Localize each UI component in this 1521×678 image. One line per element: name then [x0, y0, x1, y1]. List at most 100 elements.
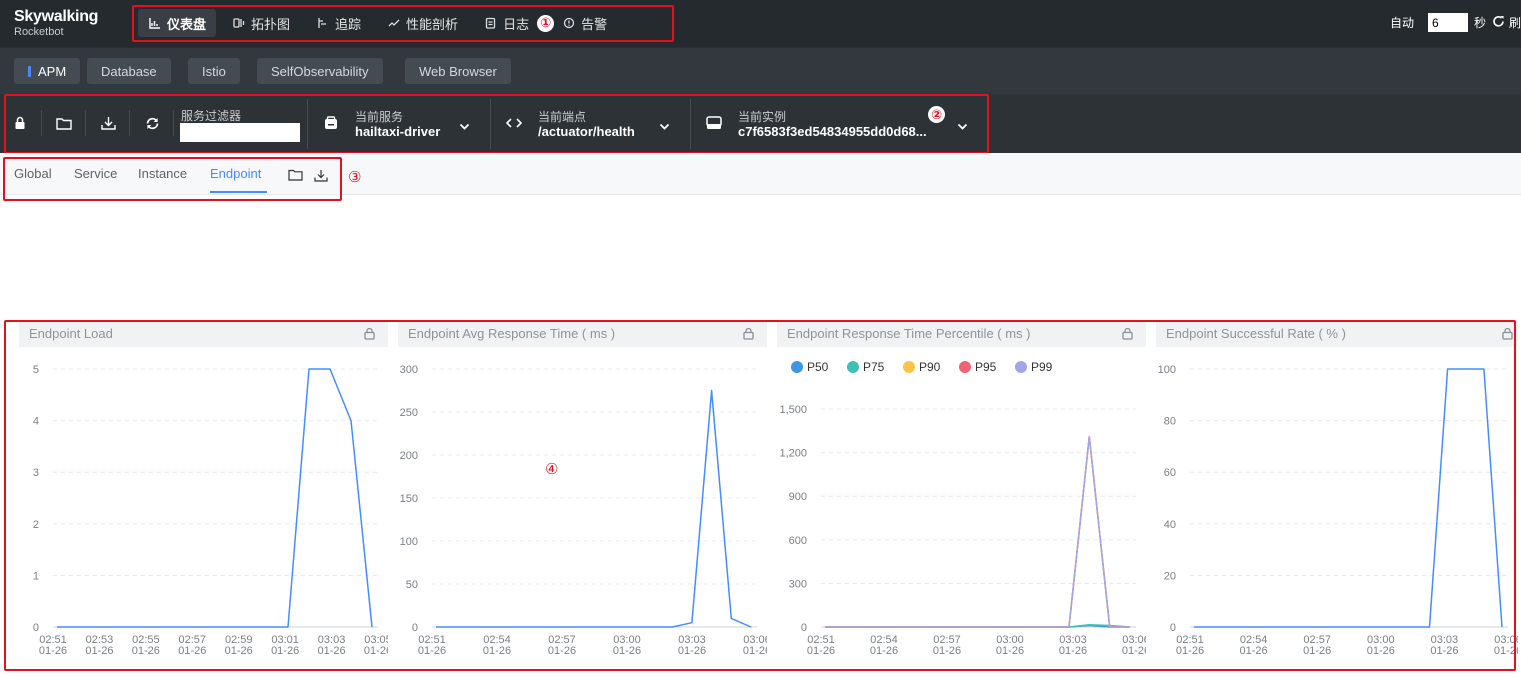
x-tick-sublabel: 01-26: [318, 645, 346, 657]
endpoint-selector[interactable]: 当前端点 /actuator/health: [500, 94, 690, 153]
nav-trace[interactable]: 追踪: [306, 9, 371, 37]
refresh-label[interactable]: 刷: [1508, 16, 1521, 30]
x-tick-sublabel: 01-26: [225, 645, 253, 657]
tab-instance[interactable]: Instance: [138, 166, 188, 181]
instance-selector[interactable]: 当前实例 c7f6583f3ed54834955dd0d68...: [700, 94, 980, 153]
chart-header: Endpoint Load: [19, 321, 388, 347]
chart-card-endpoint-load: Endpoint Load 0 1 2 3 4 5 02:51 01-26 02:53 01-26…: [19, 321, 388, 666]
layer-tab-selfobservability[interactable]: SelfObservability: [257, 58, 383, 84]
chart-title: Endpoint Load: [29, 326, 113, 341]
download-icon[interactable]: [99, 114, 117, 132]
annotation-marker-1: ①: [537, 14, 555, 32]
x-tick-label: 02:54: [1240, 634, 1268, 646]
x-tick-label: 03:05: [364, 634, 388, 646]
brand-sub: Rocketbot: [14, 26, 64, 38]
tab-service[interactable]: Service: [74, 166, 118, 181]
main-nav: 仪表盘 拓扑图 追踪 性能剖析 日志 ① 告警: [138, 9, 623, 37]
series-line: [1194, 368, 1503, 628]
interval-input[interactable]: [1427, 13, 1468, 32]
y-tick-label: 2: [33, 519, 39, 531]
y-tick-label: 0: [801, 622, 807, 634]
series-line: [436, 389, 752, 628]
chart-svg: 05010015020025030002:5101-2602:5401-2602…: [400, 364, 767, 657]
service-filter-label: 服务过滤器: [181, 109, 242, 123]
x-tick-label: 03:03: [1431, 634, 1459, 646]
legend-label: P99: [1031, 360, 1053, 374]
nav-alarm[interactable]: 告警: [556, 9, 617, 37]
lock-icon[interactable]: [743, 327, 755, 341]
chart-title: Endpoint Avg Response Time ( ms ): [408, 326, 616, 341]
layer-tab-web-browser[interactable]: Web Browser: [405, 58, 511, 84]
y-tick-label: 60: [1164, 467, 1176, 479]
nav-log-label: 日志: [503, 16, 530, 32]
nav-topology[interactable]: 拓扑图: [222, 9, 300, 37]
chart-svg: 02040608010002:5101-2602:5401-2602:5701-…: [1158, 364, 1518, 657]
y-tick-label: 1,200: [779, 448, 807, 460]
layer-tab-label: Istio: [202, 63, 226, 79]
y-tick-label: 0: [33, 622, 39, 634]
layer-tab-database[interactable]: Database: [87, 58, 171, 84]
code-icon: [506, 115, 522, 131]
annotation-marker-2: ②: [928, 106, 945, 123]
tab-global[interactable]: Global: [14, 166, 52, 181]
active-marker: [28, 65, 31, 77]
folder-icon[interactable]: [55, 114, 73, 132]
x-tick-sublabel: 01-26: [1430, 645, 1458, 657]
lock-icon[interactable]: [11, 114, 29, 132]
y-tick-label: 1,500: [779, 404, 807, 416]
chevron-down-icon: [459, 118, 470, 136]
layer-tab-apm[interactable]: APM: [14, 58, 81, 84]
brand-name: Skywalking: [14, 8, 99, 25]
x-tick-label: 02:57: [179, 634, 207, 646]
service-selector-label: 当前服务: [355, 110, 404, 124]
y-tick-label: 3: [33, 467, 39, 479]
legend-marker: [1015, 361, 1027, 373]
service-filter-input[interactable]: [180, 123, 300, 142]
x-tick-label: 02:57: [548, 634, 576, 646]
chart-header: Endpoint Avg Response Time ( ms ): [398, 321, 767, 347]
x-tick-sublabel: 01-26: [996, 645, 1024, 657]
y-tick-label: 100: [400, 536, 418, 548]
x-tick-sublabel: 01-26: [1122, 645, 1146, 657]
auto-refresh-control: 自动 秒 刷: [1390, 13, 1521, 32]
instance-selector-value: c7f6583f3ed54834955dd0d68...: [738, 124, 927, 139]
x-tick-sublabel: 01-26: [678, 645, 706, 657]
y-tick-label: 1: [33, 570, 39, 582]
nav-dashboard[interactable]: 仪表盘: [138, 9, 217, 37]
x-tick-label: 03:03: [1059, 634, 1087, 646]
x-tick-label: 03:00: [996, 634, 1024, 646]
service-selector[interactable]: 当前服务 hailtaxi-driver: [320, 94, 490, 153]
layer-tab-istio[interactable]: Istio: [188, 58, 240, 84]
reload-icon[interactable]: [143, 114, 161, 132]
lock-icon[interactable]: [1122, 327, 1134, 341]
endpoint-selector-value: /actuator/health: [538, 124, 635, 139]
y-tick-label: 200: [400, 450, 418, 462]
x-tick-label: 02:57: [933, 634, 961, 646]
folder-icon[interactable]: [287, 167, 303, 183]
chart-svg: 03006009001,2001,50002:5101-2602:5401-26…: [779, 360, 1146, 657]
y-tick-label: 600: [789, 535, 807, 547]
x-tick-label: 03:06: [743, 634, 767, 646]
lock-icon[interactable]: [364, 327, 376, 341]
seconds-label: 秒: [1473, 16, 1486, 30]
skywalking-logo[interactable]: Skywalking Rocketbot: [14, 8, 98, 39]
x-tick-sublabel: 01-26: [418, 645, 446, 657]
server-icon: [706, 115, 722, 131]
chart-header: Endpoint Response Time Percentile ( ms ): [777, 321, 1146, 347]
refresh-icon[interactable]: [1492, 15, 1505, 31]
nav-log[interactable]: 日志: [474, 9, 539, 37]
series-line: [57, 368, 373, 628]
x-tick-sublabel: 01-26: [85, 645, 113, 657]
nav-profile[interactable]: 性能剖析: [377, 9, 468, 37]
x-tick-label: 02:53: [86, 634, 114, 646]
log-icon: [484, 17, 497, 30]
chart-title: Endpoint Successful Rate ( % ): [1166, 326, 1346, 341]
y-tick-label: 80: [1164, 416, 1176, 428]
lock-icon[interactable]: [1502, 327, 1514, 341]
y-tick-label: 0: [1170, 622, 1176, 634]
chart-card-response-percentile: Endpoint Response Time Percentile ( ms )…: [777, 321, 1146, 666]
x-tick-label: 02:57: [1303, 634, 1331, 646]
tab-endpoint[interactable]: Endpoint: [210, 166, 262, 181]
auto-label: 自动: [1389, 16, 1414, 30]
download-icon[interactable]: [313, 167, 329, 183]
